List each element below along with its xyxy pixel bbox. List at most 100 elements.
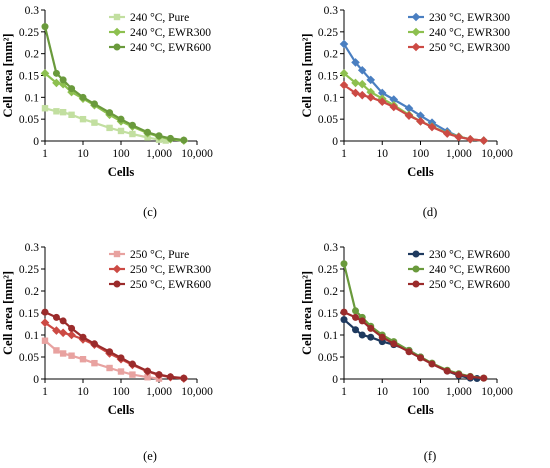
x-axis-title: Cells <box>407 403 434 417</box>
legend-marker <box>411 42 421 52</box>
data-point <box>351 58 360 67</box>
x-tick-label: 1,000 <box>146 148 172 160</box>
panel-label: (d) <box>423 205 438 219</box>
data-point <box>144 128 152 136</box>
data-point <box>106 348 114 356</box>
legend-marker <box>113 13 121 21</box>
data-point <box>367 324 375 332</box>
x-tick-label: 1,000 <box>446 148 472 160</box>
data-point <box>106 109 114 117</box>
y-tick-label: 0.05 <box>318 114 338 126</box>
data-point <box>454 132 464 142</box>
legend-marker <box>112 27 122 37</box>
y-tick-label: 0 <box>33 374 39 386</box>
y-axis-title: Cell area [mm²] <box>300 33 314 117</box>
x-tick-label: 100 <box>412 386 430 398</box>
legend-label: 240 °C, Pure <box>130 12 189 24</box>
legend-label: 230 °C, EWR300 <box>429 12 510 24</box>
data-point <box>53 347 60 354</box>
legend-marker <box>113 43 121 51</box>
x-tick-label: 1 <box>42 148 48 160</box>
legend-label: 240 °C, EWR600 <box>429 264 510 276</box>
data-point <box>106 364 113 372</box>
y-tick-label: 0.1 <box>324 92 339 104</box>
data-point <box>117 127 125 135</box>
data-point <box>68 111 75 118</box>
x-tick-label: 10,000 <box>181 148 213 160</box>
data-point <box>358 317 366 325</box>
data-point <box>68 324 76 332</box>
series-3 <box>41 23 188 144</box>
data-point <box>442 129 452 138</box>
data-point <box>339 80 349 90</box>
y-tick-label: 0.2 <box>324 286 339 298</box>
data-point <box>79 93 87 101</box>
data-point <box>53 108 60 115</box>
data-point <box>155 132 163 140</box>
y-tick-label: 0 <box>332 374 338 386</box>
legend: 230 °C, EWR300 240 °C, EWR300 250 °C, EWR3… <box>408 12 510 54</box>
data-point <box>166 373 174 381</box>
data-point <box>162 137 169 144</box>
data-point <box>455 371 463 379</box>
data-point <box>166 134 174 142</box>
data-point <box>352 326 360 334</box>
data-point <box>378 333 386 341</box>
data-point <box>128 360 136 368</box>
series-line <box>44 339 160 380</box>
data-point <box>416 117 425 126</box>
y-tick-label: 0.2 <box>25 286 40 298</box>
data-point <box>59 108 67 116</box>
legend-label: 250 °C, Pure <box>130 249 189 261</box>
data-point <box>465 134 475 144</box>
y-tick-label: 0.25 <box>318 27 338 39</box>
data-point <box>41 308 49 316</box>
data-point <box>91 119 98 126</box>
legend-marker <box>411 27 421 37</box>
data-point <box>389 95 399 104</box>
y-tick-label: 0.05 <box>318 352 338 364</box>
legend-marker <box>412 280 420 288</box>
y-tick-label: 0.1 <box>324 330 339 342</box>
series-line <box>343 43 484 142</box>
y-tick-label: 0 <box>33 136 39 148</box>
panel-label: (e) <box>143 449 157 463</box>
data-point <box>79 356 87 363</box>
series-3 <box>340 308 488 382</box>
data-point <box>366 87 376 97</box>
data-point <box>366 75 376 85</box>
data-point <box>404 111 414 120</box>
data-point <box>144 134 151 141</box>
data-point <box>416 111 425 120</box>
y-tick-label: 0.15 <box>19 71 39 83</box>
x-tick-label: 1 <box>341 148 347 160</box>
data-point <box>58 328 68 338</box>
chart-panel-4: 0 0.05 0.1 0.15 0.2 0.25 0.3 1 10 100 1,000 10,000 C… <box>300 242 513 463</box>
y-tick-label: 0.15 <box>318 71 338 83</box>
panel-label: (f) <box>424 449 437 463</box>
data-point <box>377 97 387 106</box>
data-point <box>180 136 188 144</box>
x-tick-label: 10,000 <box>181 386 213 398</box>
data-point <box>428 360 436 368</box>
series-line <box>343 84 484 142</box>
x-tick-label: 10,000 <box>481 148 513 160</box>
x-axis-title: Cells <box>407 165 434 179</box>
data-point <box>41 23 49 31</box>
chart-panel-2: 0 0.05 0.1 0.15 0.2 0.25 0.3 1 10 100 1,000 10,000 C… <box>300 5 513 219</box>
legend-label: 250 °C, EWR300 <box>429 42 510 54</box>
legend-label: 250 °C, EWR600 <box>130 279 211 291</box>
legend: 250 °C, Pure 250 °C, EWR300 250 °C, EWR600 <box>109 249 211 291</box>
x-axis-title: Cells <box>108 403 135 417</box>
y-tick-label: 0.3 <box>25 242 40 254</box>
legend-marker <box>412 250 420 258</box>
legend-label: 240 °C, EWR300 <box>130 27 211 39</box>
x-tick-label: 1,000 <box>446 386 472 398</box>
data-point <box>404 103 414 113</box>
y-tick-label: 0.15 <box>318 308 338 320</box>
legend: 240 °C, Pure 240 °C, EWR300 240 °C, EWR600 <box>109 12 211 54</box>
data-point <box>59 76 67 84</box>
data-point <box>405 348 413 356</box>
legend: 230 °C, EWR600 240 °C, EWR600 250 °C, EWR6… <box>408 249 510 291</box>
